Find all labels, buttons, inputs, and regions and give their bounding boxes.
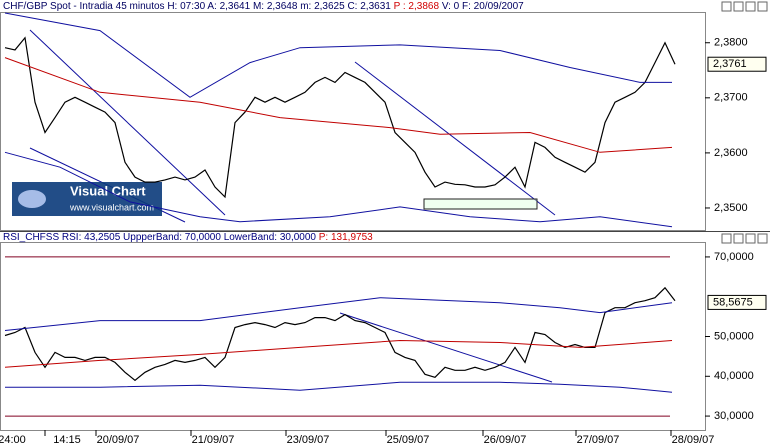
y-tick-label: 2,3600 — [714, 147, 748, 159]
y-tick-label: 2,3500 — [714, 202, 748, 214]
x-tick-label: 23/09/07 — [287, 434, 330, 446]
y-tick-label: 70,0000 — [714, 251, 754, 263]
last-value-label: 2,3761 — [713, 58, 747, 70]
band-line — [4, 297, 673, 331]
price-frame — [0, 12, 706, 231]
band-line — [5, 381, 673, 393]
price-line — [4, 36, 676, 199]
x-tick-label: 28/09/07 — [672, 434, 715, 446]
watermark: Visual Chart www.visualchart.com — [12, 182, 162, 216]
x-tick-label: 26/09/07 — [484, 434, 527, 446]
trendlines — [29, 29, 556, 383]
x-tick-label: 24:00 — [0, 434, 26, 446]
x-tick-label: 14:15 — [53, 434, 81, 446]
watermark-url: www.visualchart.com — [69, 202, 154, 212]
last-value-tag — [707, 294, 767, 310]
band-line — [4, 339, 673, 368]
band-line — [4, 12, 672, 98]
y-tick-label: 2,3700 — [714, 92, 748, 104]
last-value-label: 58,5675 — [713, 296, 753, 308]
y-tick-label: 2,3800 — [714, 37, 748, 49]
y-tick-label: 50,0000 — [714, 330, 754, 342]
x-tick-label: 27/09/07 — [577, 434, 620, 446]
x-tick-label: 20/09/07 — [97, 434, 140, 446]
x-tick-label: 21/09/07 — [192, 434, 235, 446]
band-line — [4, 57, 673, 153]
window-buttons[interactable] — [721, 1, 768, 244]
price-header: CHF/GBP Spot - Intradia 45 minutos H: 07… — [3, 1, 524, 12]
last-value-tag — [707, 56, 767, 72]
y-tick-label: 40,0000 — [714, 370, 754, 382]
x-tick-label: 25/09/07 — [387, 434, 430, 446]
rsi-header: RSI_CHFSS RSI: 43,2505 UppperBand: 70,00… — [3, 232, 373, 243]
band-line — [4, 151, 673, 228]
y-tick-label: 30,0000 — [714, 410, 754, 422]
